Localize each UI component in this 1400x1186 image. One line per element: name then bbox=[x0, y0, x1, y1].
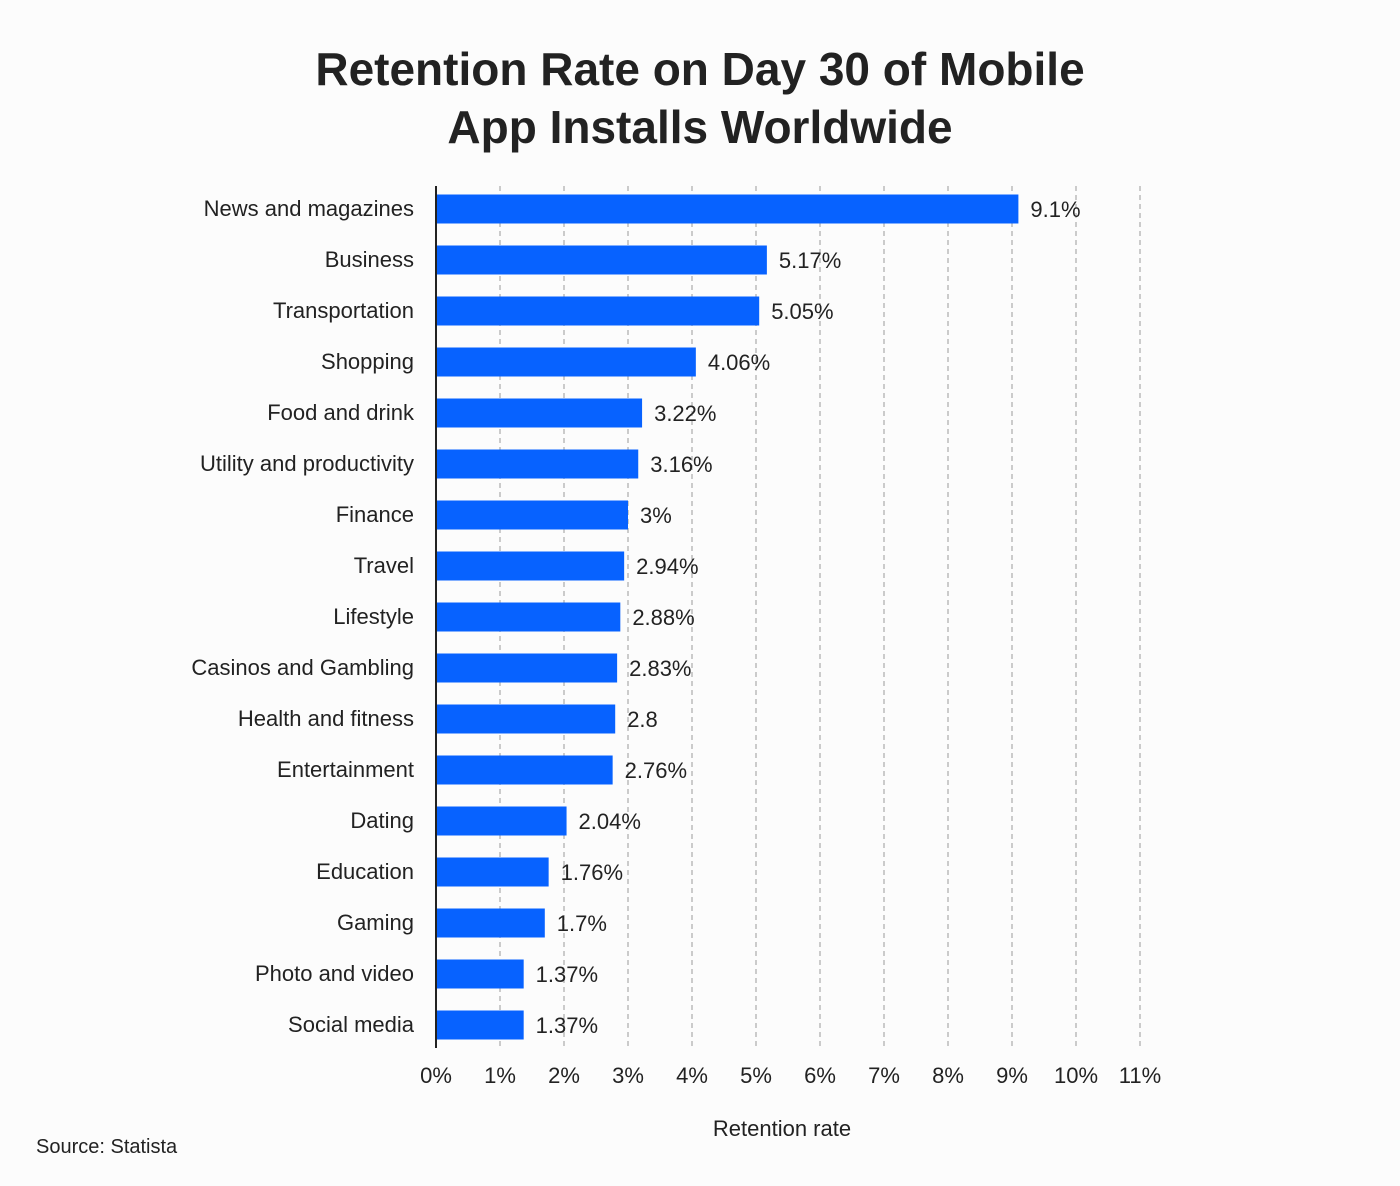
bar bbox=[436, 500, 628, 530]
data-label: 2.04% bbox=[579, 809, 641, 834]
bar bbox=[436, 755, 613, 785]
bar bbox=[436, 602, 621, 632]
category-label: Casinos and Gambling bbox=[191, 655, 414, 680]
category-label: Business bbox=[325, 247, 414, 272]
category-label: Dating bbox=[350, 808, 414, 833]
category-label: Transportation bbox=[273, 298, 414, 323]
data-label: 1.7% bbox=[557, 911, 607, 936]
bar bbox=[436, 653, 618, 683]
bar bbox=[436, 296, 760, 326]
chart-title-line-1: Retention Rate on Day 30 of Mobile bbox=[315, 43, 1085, 95]
data-label: 4.06% bbox=[708, 350, 770, 375]
bar bbox=[436, 245, 767, 275]
x-tick-label: 5% bbox=[740, 1063, 772, 1088]
category-label: Travel bbox=[354, 553, 414, 578]
x-axis-label: Retention rate bbox=[713, 1116, 851, 1141]
bar bbox=[436, 959, 524, 989]
data-label: 1.37% bbox=[536, 1013, 598, 1038]
data-label: 2.76% bbox=[625, 758, 687, 783]
source-note: Source: Statista bbox=[36, 1136, 178, 1158]
bar bbox=[436, 908, 545, 938]
data-label: 3.22% bbox=[654, 401, 716, 426]
category-label: Food and drink bbox=[267, 400, 415, 425]
x-tick-label: 7% bbox=[868, 1063, 900, 1088]
category-label: Finance bbox=[336, 502, 414, 527]
bar bbox=[436, 449, 639, 479]
category-label: Lifestyle bbox=[333, 604, 414, 629]
bar bbox=[436, 347, 696, 377]
bar bbox=[436, 704, 616, 734]
x-tick-label: 1% bbox=[484, 1063, 516, 1088]
category-label: Health and fitness bbox=[238, 706, 414, 731]
category-label: News and magazines bbox=[204, 196, 414, 221]
data-label: 5.17% bbox=[779, 248, 841, 273]
data-label: 1.37% bbox=[536, 962, 598, 987]
data-label: 2.83% bbox=[629, 656, 691, 681]
category-label: Social media bbox=[288, 1012, 415, 1037]
bar bbox=[436, 398, 643, 428]
x-tick-label: 4% bbox=[676, 1063, 708, 1088]
category-label: Education bbox=[316, 859, 414, 884]
data-label: 2.94% bbox=[636, 554, 698, 579]
data-label: 3.16% bbox=[650, 452, 712, 477]
chart-title: Retention Rate on Day 30 of Mobile App I… bbox=[0, 40, 1400, 156]
data-label: 2.8 bbox=[627, 707, 658, 732]
x-tick-label: 10% bbox=[1054, 1063, 1098, 1088]
x-tick-label: 3% bbox=[612, 1063, 644, 1088]
x-tick-label: 0% bbox=[420, 1063, 452, 1088]
data-label: 9.1% bbox=[1030, 197, 1080, 222]
x-tick-label: 2% bbox=[548, 1063, 580, 1088]
bar bbox=[436, 551, 625, 581]
x-tick-label: 6% bbox=[804, 1063, 836, 1088]
data-label: 1.76% bbox=[561, 860, 623, 885]
x-tick-label: 8% bbox=[932, 1063, 964, 1088]
category-label: Shopping bbox=[321, 349, 414, 374]
data-label: 5.05% bbox=[771, 299, 833, 324]
category-label: Entertainment bbox=[277, 757, 414, 782]
data-label: 3% bbox=[640, 503, 672, 528]
x-tick-label: 9% bbox=[996, 1063, 1028, 1088]
bar bbox=[436, 1010, 524, 1040]
data-label: 2.88% bbox=[632, 605, 694, 630]
bar bbox=[436, 857, 549, 887]
bar bbox=[436, 806, 567, 836]
category-label: Gaming bbox=[337, 910, 414, 935]
x-tick-label: 11% bbox=[1119, 1063, 1161, 1088]
chart-title-line-2: App Installs Worldwide bbox=[447, 101, 953, 153]
category-label: Utility and productivity bbox=[200, 451, 414, 476]
category-label: Photo and video bbox=[255, 961, 414, 986]
bar bbox=[436, 194, 1019, 224]
